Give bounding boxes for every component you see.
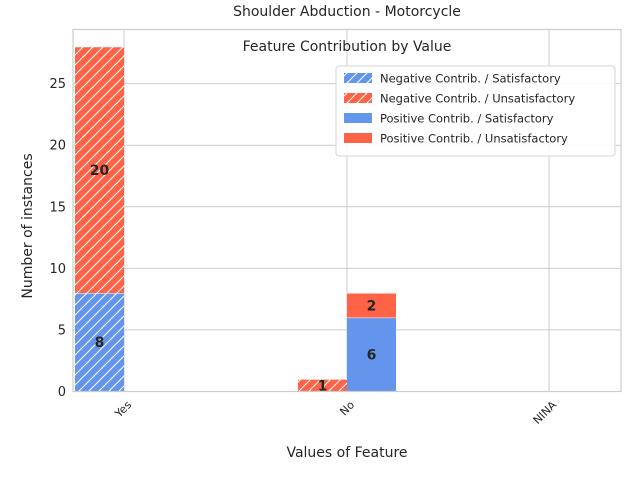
- x-tick-label: NINA: [531, 398, 560, 427]
- bar-value-label: 1: [318, 378, 328, 394]
- bar-value-labels: 8 20 1 6 2: [90, 163, 377, 394]
- legend-swatch: [344, 113, 372, 123]
- legend-swatch-hatch: [344, 73, 372, 83]
- legend: Negative Contrib. / Satisfactory Negative…: [335, 65, 616, 157]
- bar-value-label: 20: [90, 163, 110, 179]
- y-tick-label: 10: [49, 262, 66, 277]
- x-axis-label: Values of Feature: [286, 445, 407, 461]
- bar-hatch: [75, 292, 124, 392]
- y-axis-label: Number of instances: [20, 153, 36, 298]
- y-tick-label: 15: [49, 200, 66, 215]
- y-tick-label: 20: [49, 139, 66, 154]
- chart-title-line-2: Feature Contribution by Value: [243, 39, 452, 55]
- bar-value-label: 6: [367, 348, 377, 364]
- x-tick-label: Yes: [112, 398, 135, 421]
- plot-frame: [72, 28, 622, 393]
- x-tick-label: No: [337, 398, 357, 418]
- legend-entry-label: Negative Contrib. / Unsatisfactory: [380, 92, 575, 106]
- bar-segment: [347, 292, 396, 318]
- y-tick-label: 25: [49, 77, 66, 92]
- bar-segment: [347, 317, 396, 392]
- legend-entry-label: Positive Contrib. / Unsatisfactory: [380, 132, 568, 146]
- y-tick-label: 0: [58, 385, 66, 400]
- bar-value-label: 2: [367, 298, 377, 314]
- bar-hatch: [75, 46, 124, 293]
- legend-entry-label: Positive Contrib. / Satisfactory: [380, 112, 554, 126]
- legend-frame: [335, 65, 616, 157]
- legend-swatch: [344, 133, 372, 143]
- y-tick-label: 5: [58, 323, 66, 338]
- legend-entry-label: Negative Contrib. / Satisfactory: [380, 72, 561, 86]
- bars: [75, 46, 396, 392]
- chart-title-line-1: Shoulder Abduction - Motorcycle: [233, 4, 461, 20]
- bar-value-label: 8: [95, 335, 105, 351]
- bar-hatch: [298, 379, 347, 392]
- legend-swatch-hatch: [344, 93, 372, 103]
